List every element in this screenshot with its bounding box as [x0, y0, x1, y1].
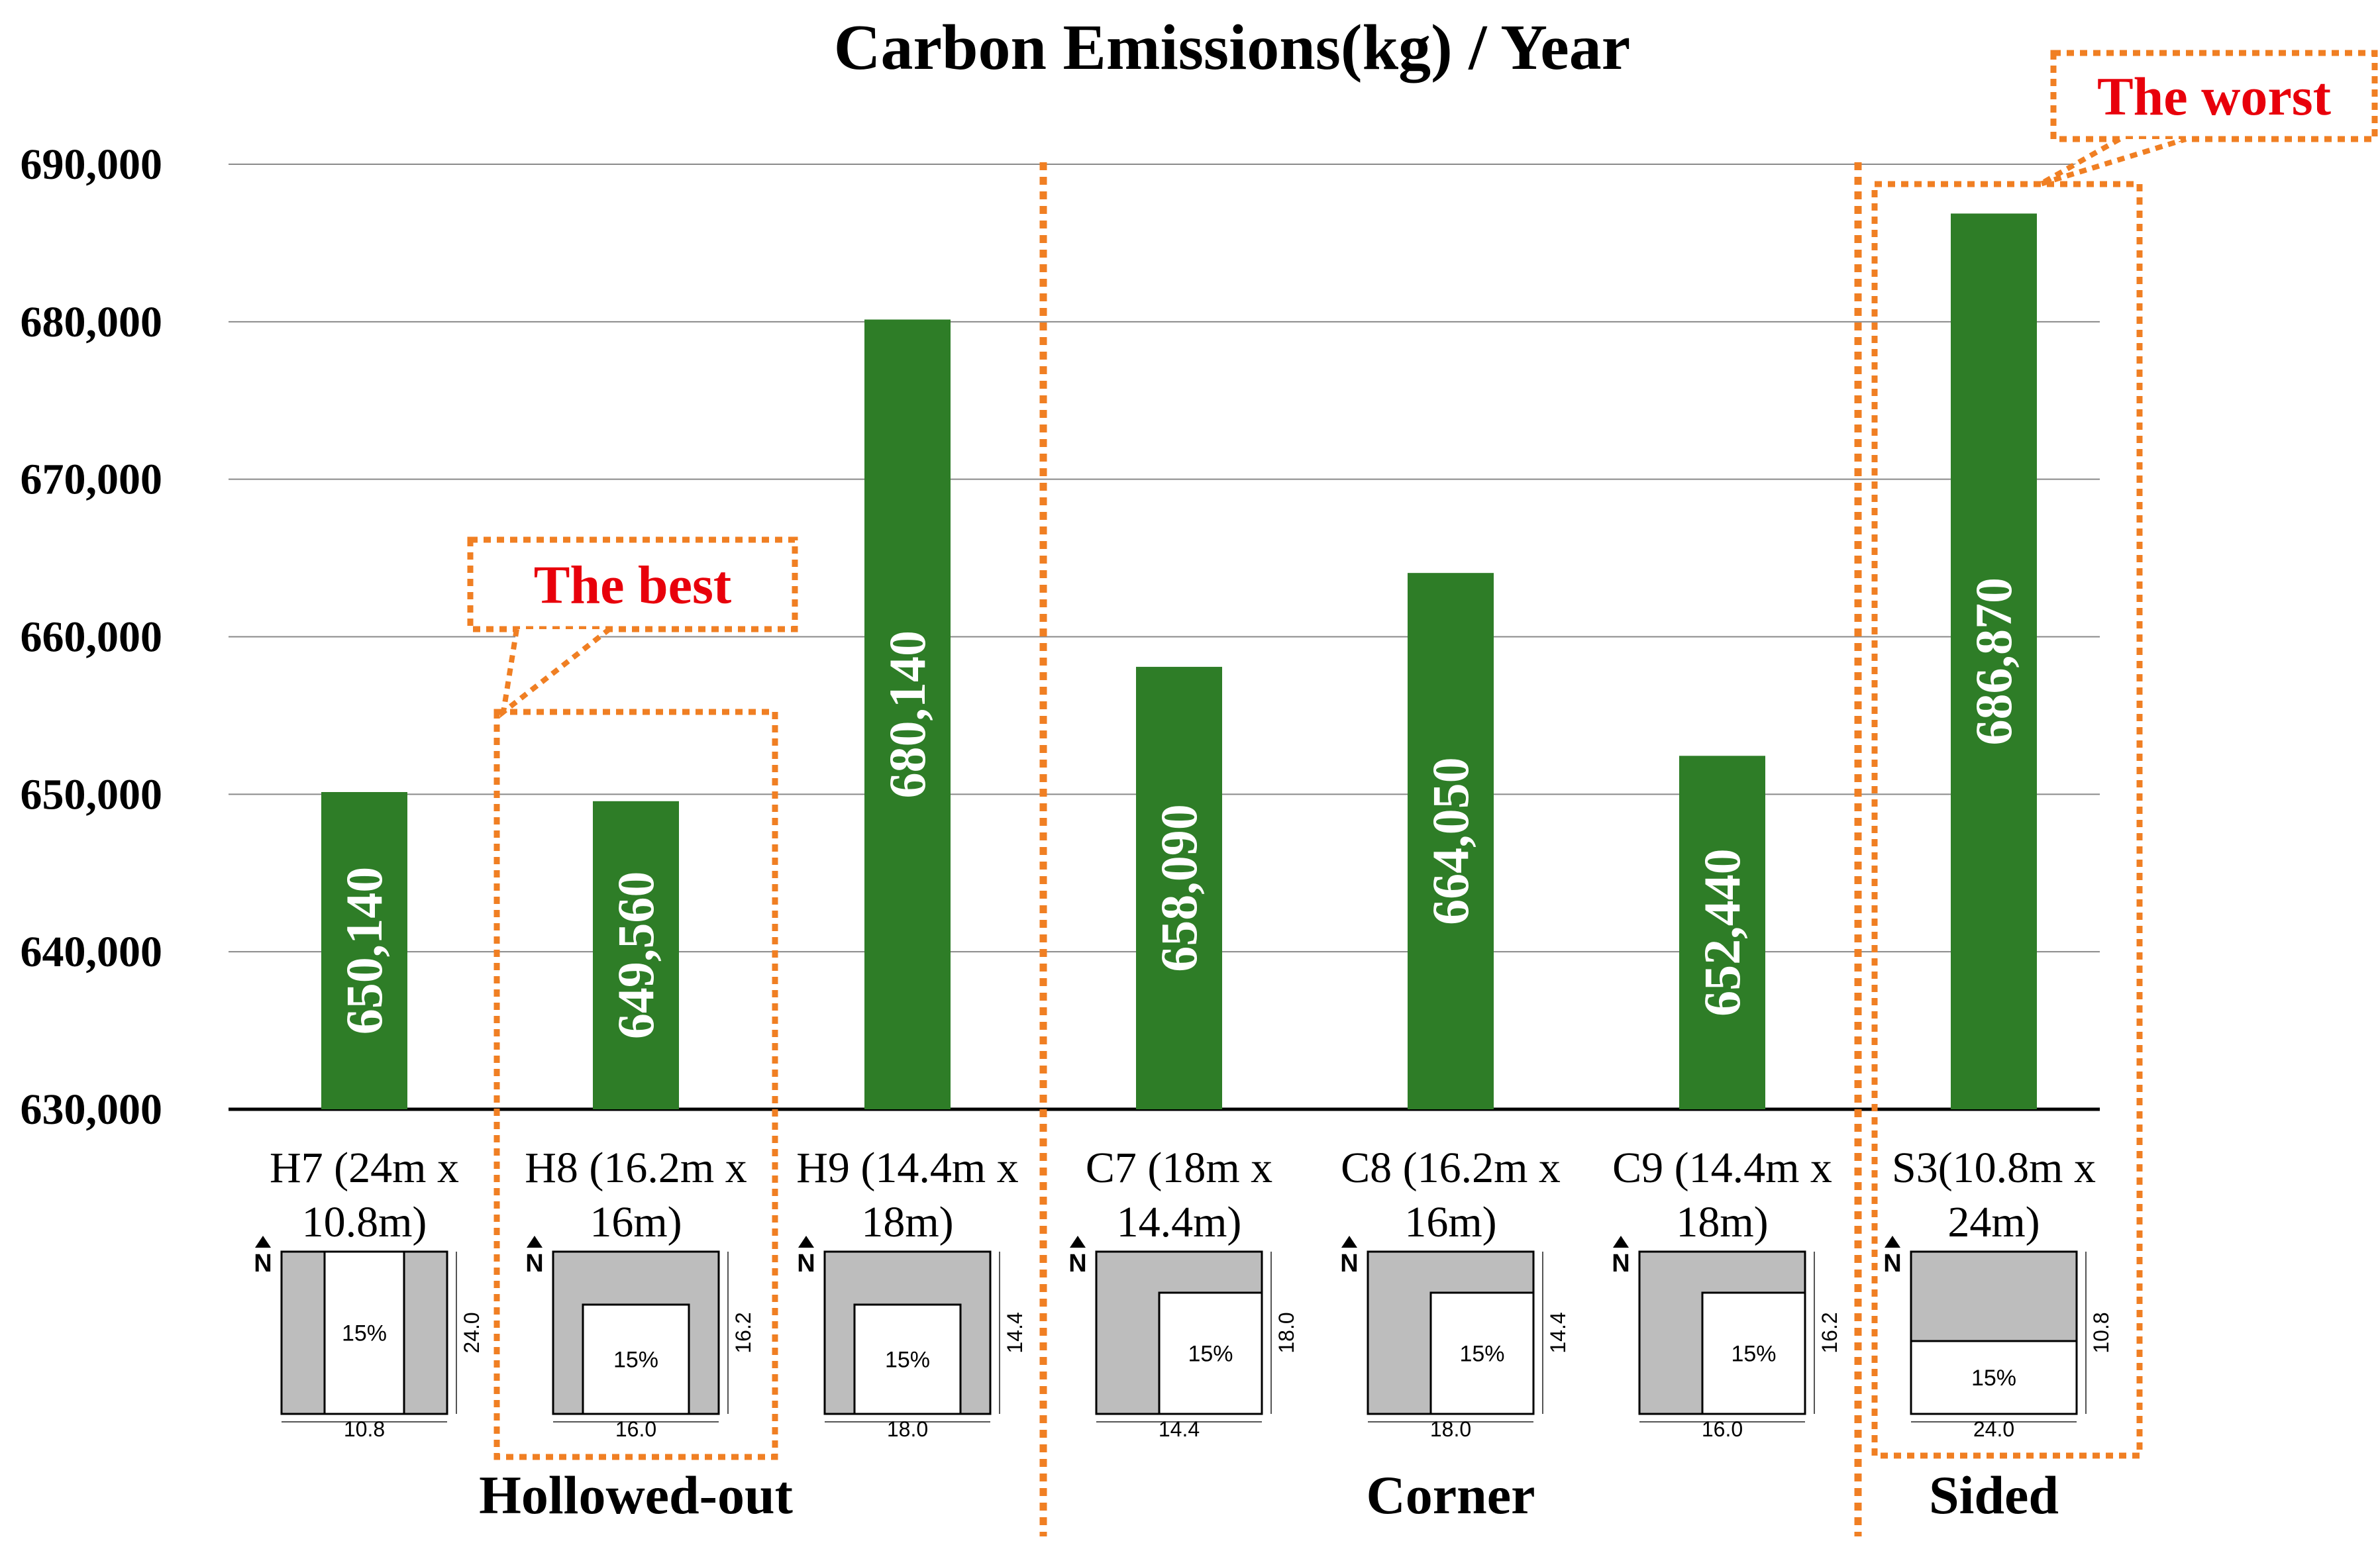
north-arrow-icon	[255, 1236, 271, 1248]
y-tick-label: 630,000	[21, 1085, 163, 1134]
callout-text: The best	[534, 555, 731, 615]
plan-width-dimension: 14.4	[1159, 1417, 1200, 1441]
bars	[321, 213, 2037, 1109]
group-label: Hollowed-out	[479, 1465, 793, 1525]
y-tick-label: 650,000	[21, 770, 163, 819]
plan-percentage-label: 15%	[885, 1348, 930, 1373]
plan-depth-dimension: 14.4	[1546, 1312, 1570, 1353]
x-tick-label: 18m)	[861, 1198, 953, 1246]
chart-title: Carbon Emissions(kg) / Year	[834, 12, 1630, 83]
plan-percentage-label: 15%	[613, 1348, 658, 1373]
north-label: N	[797, 1250, 815, 1277]
callout-tail	[2040, 139, 2186, 184]
plan-depth-dimension: 24.0	[460, 1312, 484, 1353]
north-arrow-icon	[1070, 1236, 1086, 1248]
y-tick-label: 670,000	[21, 456, 163, 504]
x-tick-label: C9 (14.4m x	[1612, 1144, 1832, 1192]
x-tick-label: 24m)	[1947, 1198, 2040, 1246]
x-tick-label: 14.4m)	[1117, 1198, 1242, 1246]
floor-plan-diagram: 15% 16.0 16.2 N	[1612, 1236, 1841, 1441]
floor-plan-diagram: 15% 14.4 18.0 N	[1068, 1236, 1298, 1441]
plan-depth-dimension: 14.4	[1003, 1312, 1027, 1353]
bar-value-label: 664,050	[1422, 757, 1479, 925]
plan-width-dimension: 10.8	[344, 1417, 385, 1441]
plan-width-dimension: 16.0	[615, 1417, 656, 1441]
bar-value-label: 652,440	[1693, 848, 1751, 1017]
plan-width-dimension: 18.0	[1430, 1417, 1471, 1441]
plan-depth-dimension: 16.2	[731, 1312, 755, 1353]
y-tick-label: 640,000	[21, 928, 163, 976]
floor-plan-diagram: 15% 18.0 14.4 N	[797, 1236, 1027, 1441]
y-axis-ticks: 630,000 640,000 650,000 660,000 670,000 680,0…	[21, 140, 163, 1134]
y-tick-label: 660,000	[21, 613, 163, 662]
floor-plan-diagram: 15% 16.0 16.2 N	[525, 1236, 755, 1441]
bar-value-label: 686,870	[1965, 577, 2022, 746]
plan-depth-dimension: 18.0	[1274, 1312, 1298, 1353]
callout-text: The worst	[2097, 66, 2331, 126]
north-label: N	[1883, 1250, 1901, 1277]
callout-tail	[503, 629, 609, 712]
group-label: Sided	[1929, 1465, 2059, 1525]
x-tick-label: H7 (24m x	[270, 1144, 459, 1192]
plan-width-dimension: 16.0	[1702, 1417, 1743, 1441]
x-axis-labels: H7 (24m x 10.8m) H8 (16.2m x 16m) H9 (14.4m …	[270, 1144, 2096, 1246]
bar-value-label: 650,140	[335, 867, 393, 1035]
y-tick-label: 690,000	[21, 140, 163, 189]
plan-percentage-label: 15%	[1731, 1342, 1776, 1367]
floor-plan-diagram: 15% 18.0 14.4 N	[1340, 1236, 1570, 1441]
plan-percentage-label: 15%	[342, 1321, 387, 1346]
north-arrow-icon	[1613, 1236, 1629, 1248]
plan-depth-dimension: 16.2	[1818, 1312, 1841, 1353]
x-tick-label: H9 (14.4m x	[796, 1144, 1018, 1192]
x-tick-label: 18m)	[1676, 1198, 1768, 1246]
x-tick-label: 10.8m)	[302, 1198, 427, 1246]
x-tick-label: C7 (18m x	[1086, 1144, 1272, 1192]
group-label: Corner	[1366, 1465, 1535, 1525]
north-arrow-icon	[1341, 1236, 1357, 1248]
floor-plan-diagram: 15% 10.8 24.0 N	[254, 1236, 484, 1441]
floor-plan-diagram: 15% 24.0 10.8 N	[1883, 1236, 2113, 1441]
plan-percentage-label: 15%	[1188, 1342, 1233, 1367]
north-arrow-icon	[527, 1236, 543, 1248]
north-label: N	[254, 1250, 272, 1277]
x-tick-label: C8 (16.2m x	[1341, 1144, 1561, 1192]
x-tick-label: H8 (16.2m x	[525, 1144, 747, 1192]
bar-value-label: 658,090	[1150, 804, 1208, 972]
north-arrow-icon	[798, 1236, 814, 1248]
floor-plans: 15%10.824.0N15%16.016.2N15%18.014.4N15%1…	[254, 1236, 2113, 1441]
north-label: N	[1612, 1250, 1630, 1277]
plan-percentage-label: 15%	[1971, 1366, 2016, 1391]
y-tick-label: 680,000	[21, 298, 163, 346]
x-tick-label: S3(10.8m x	[1892, 1144, 2096, 1192]
plan-width-dimension: 18.0	[887, 1417, 928, 1441]
north-arrow-icon	[1885, 1236, 1900, 1248]
plan-percentage-label: 15%	[1459, 1342, 1504, 1367]
x-tick-label: 16m)	[590, 1198, 682, 1246]
north-label: N	[1340, 1250, 1358, 1277]
plan-depth-dimension: 10.8	[2089, 1312, 2113, 1353]
plan-width-dimension: 24.0	[1973, 1417, 2014, 1441]
north-label: N	[1068, 1250, 1086, 1277]
bar-value-label: 680,140	[878, 630, 936, 799]
bar-value-label: 649,560	[607, 872, 664, 1040]
north-label: N	[525, 1250, 543, 1277]
x-tick-label: 16m)	[1404, 1198, 1496, 1246]
